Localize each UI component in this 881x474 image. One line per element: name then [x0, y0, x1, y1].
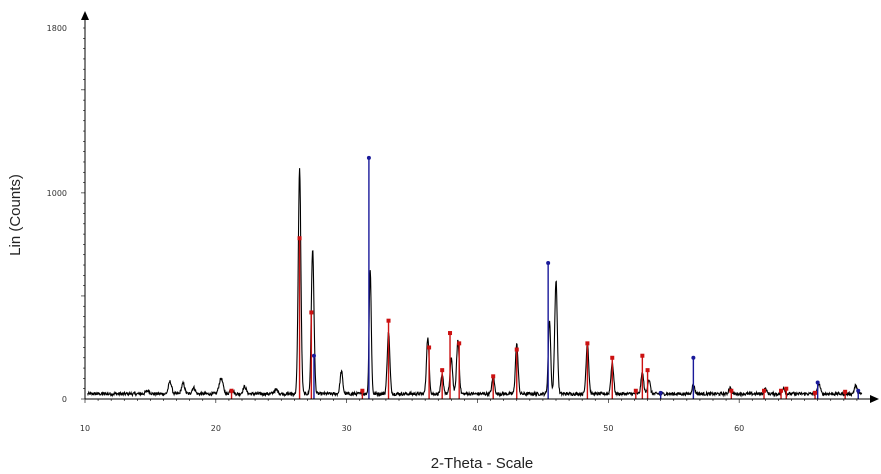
y-tick-label: 0 [62, 395, 67, 404]
reference-marker-red [762, 388, 767, 393]
reference-marker-blue [815, 380, 820, 385]
reference-marker-red [645, 368, 650, 373]
x-axis-arrow [870, 395, 879, 403]
reference-marker-blue [366, 155, 371, 160]
y-axis-title: Lin (Counts) [7, 174, 24, 256]
reference-marker-red [386, 318, 391, 323]
x-tick-label: 40 [472, 424, 482, 433]
reference-marker-blue [691, 355, 696, 360]
reference-marker-red [640, 353, 645, 358]
reference-marker-red [610, 355, 615, 360]
reference-marker-red [779, 388, 784, 393]
reference-marker-red [309, 310, 314, 315]
reference-marker-red [729, 388, 734, 393]
reference-marker-red [448, 331, 453, 336]
axes: 10 20 30 40 50 60 0 1000 1800 [47, 11, 879, 433]
x-tick-label: 10 [80, 424, 90, 433]
x-tick-label: 60 [734, 424, 744, 433]
plot-area [87, 155, 863, 399]
reference-marker-red [633, 388, 638, 393]
reference-marker-red [514, 347, 519, 352]
reference-marker-red [457, 341, 462, 346]
reference-marker-blue [311, 353, 316, 358]
pattern-line [87, 168, 863, 398]
reference-marker-red [360, 388, 365, 393]
x-tick-label: 30 [342, 424, 352, 433]
reference-marker-red [784, 386, 789, 391]
reference-marker-red [491, 374, 496, 379]
reference-marker-red [813, 390, 818, 395]
x-tick-label: 20 [211, 424, 221, 433]
y-axis-arrow [81, 11, 89, 20]
reference-marker-blue [856, 388, 861, 393]
reference-marker-blue [658, 390, 663, 395]
reference-marker-red [297, 236, 302, 241]
reference-marker-red [585, 341, 590, 346]
y-tick-label: 1000 [47, 189, 67, 198]
reference-marker-red [843, 389, 848, 394]
reference-marker-red [427, 345, 432, 350]
x-axis-title: 2-Theta - Scale [431, 455, 534, 472]
x-tick-label: 50 [603, 424, 613, 433]
y-tick-label: 1800 [47, 24, 67, 33]
reference-marker-red [440, 368, 445, 373]
reference-marker-blue [546, 260, 551, 265]
reference-marker-red [229, 388, 234, 393]
